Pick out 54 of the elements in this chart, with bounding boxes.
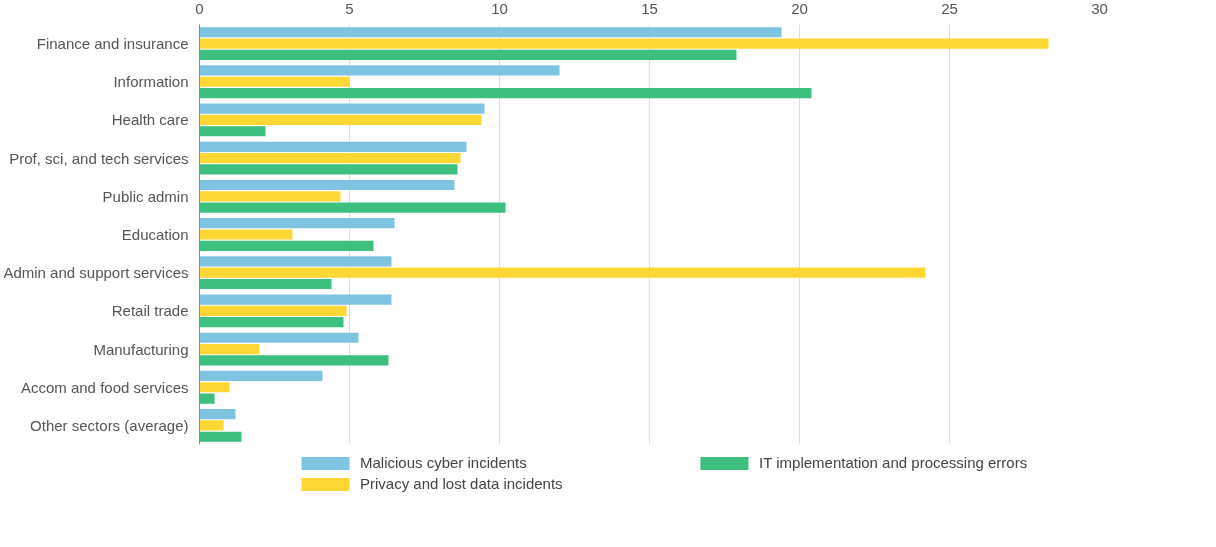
bar (199, 332, 359, 343)
bar (199, 305, 347, 316)
bar (199, 240, 374, 251)
bar (199, 343, 260, 355)
bar (199, 103, 485, 114)
bar (199, 191, 341, 202)
x-tick-label: 30 (1091, 0, 1108, 17)
y-tick-label: Education (121, 226, 189, 243)
bar (199, 408, 236, 420)
bar (199, 88, 812, 99)
bar (199, 114, 482, 126)
bar (199, 126, 266, 137)
bar (199, 141, 467, 152)
bar (199, 370, 323, 381)
x-tick-label: 10 (491, 0, 508, 17)
bar (199, 256, 392, 267)
x-tick-label: 0 (195, 0, 204, 17)
bar (199, 431, 242, 442)
x-tick-label: 5 (345, 0, 354, 17)
bar (199, 278, 332, 290)
bar (199, 27, 782, 38)
x-tick-label: 25 (941, 0, 958, 17)
bar (199, 164, 458, 175)
bar (199, 49, 737, 61)
bar (199, 317, 344, 328)
legend-label: IT implementation and processing errors (759, 454, 1029, 471)
x-tick-label: 20 (791, 0, 808, 17)
bar (199, 76, 350, 87)
x-tick-label: 15 (641, 0, 658, 17)
bar (199, 393, 215, 404)
y-tick-label: Prof, sci, and tech services (9, 149, 189, 167)
legend-label: Privacy and lost data incidents (360, 475, 564, 492)
bar (199, 267, 926, 278)
bar (199, 65, 560, 76)
bar (199, 355, 389, 366)
bar (199, 294, 392, 305)
bar (199, 202, 506, 213)
y-tick-label: Other sectors (average) (30, 416, 189, 434)
bar (199, 420, 224, 431)
bar (199, 229, 293, 240)
y-tick-label: Finance and insurance (36, 35, 189, 53)
y-tick-label: Accom and food services (20, 378, 189, 396)
bar (199, 382, 230, 393)
y-tick-label: Health care (111, 111, 189, 129)
bar (199, 179, 455, 191)
y-tick-label: Manufacturing (93, 340, 189, 358)
y-tick-label: Retail trade (111, 302, 189, 320)
bar (199, 38, 1049, 49)
bar (199, 153, 461, 164)
bar (199, 218, 395, 229)
y-tick-label: Public admin (102, 187, 189, 205)
y-tick-label: Information (113, 73, 189, 91)
legend-label: Malicious cyber incidents (360, 454, 528, 471)
y-tick-label: Admin and support services (3, 264, 189, 282)
